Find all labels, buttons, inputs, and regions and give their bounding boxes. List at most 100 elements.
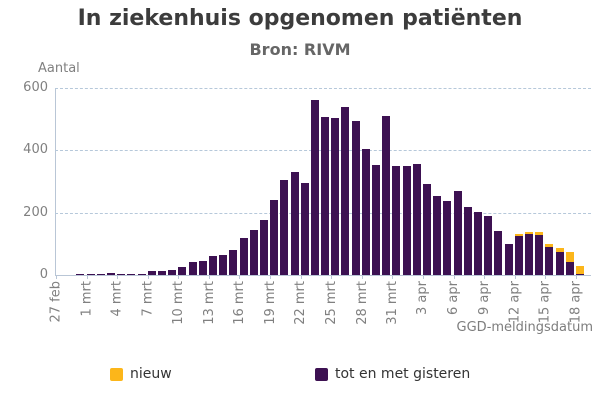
bar-tot-en-met-gisteren[interactable] <box>168 270 177 275</box>
legend-item-tot-en-met-gisteren[interactable]: tot en met gisteren <box>315 366 470 382</box>
bar-nieuw[interactable] <box>555 247 564 253</box>
bar-tot-en-met-gisteren[interactable] <box>535 235 544 275</box>
bar-nieuw[interactable] <box>565 251 574 263</box>
bar-tot-en-met-gisteren[interactable] <box>565 262 574 275</box>
bar-tot-en-met-gisteren[interactable] <box>86 274 95 275</box>
x-tick-label-4-mrt: 4 mrt <box>109 281 125 317</box>
bar-tot-en-met-gisteren[interactable] <box>545 246 554 275</box>
x-tick-label-28-mrt: 28 mrt <box>354 281 370 325</box>
y-axis-label-200: 200 <box>23 204 48 220</box>
x-tick-mark <box>117 275 119 279</box>
bar-tot-en-met-gisteren[interactable] <box>290 171 299 275</box>
bar-nieuw[interactable] <box>514 233 523 237</box>
x-tick-label-6-apr: 6 apr <box>446 281 461 315</box>
bar-nieuw[interactable] <box>575 265 584 275</box>
gridline-600 <box>55 88 591 89</box>
bar-tot-en-met-gisteren[interactable] <box>372 165 381 275</box>
x-axis-line <box>55 275 591 276</box>
bar-tot-en-met-gisteren[interactable] <box>504 243 513 275</box>
x-tick-mark <box>208 275 210 279</box>
x-tick-label-16-mrt: 16 mrt <box>231 281 247 325</box>
bar-tot-en-met-gisteren[interactable] <box>107 273 116 275</box>
x-tick-label-22-mrt: 22 mrt <box>293 281 309 325</box>
x-tick-mark <box>392 275 394 279</box>
x-tick-label-1-mrt: 1 mrt <box>79 281 95 317</box>
bar-tot-en-met-gisteren[interactable] <box>453 191 462 275</box>
x-tick-mark <box>56 275 57 279</box>
bar-nieuw[interactable] <box>545 243 554 247</box>
y-axis-label-400: 400 <box>23 142 48 158</box>
y-axis-label-600: 600 <box>23 80 48 95</box>
x-tick-mark <box>514 275 516 279</box>
bar-tot-en-met-gisteren[interactable] <box>137 273 146 275</box>
bar-tot-en-met-gisteren[interactable] <box>188 261 197 275</box>
bar-tot-en-met-gisteren[interactable] <box>412 163 421 275</box>
bar-tot-en-met-gisteren[interactable] <box>229 249 238 275</box>
x-tick-label-13-mrt: 13 mrt <box>201 281 217 325</box>
bar-tot-en-met-gisteren[interactable] <box>249 229 258 275</box>
x-tick-mark <box>239 275 241 279</box>
bar-tot-en-met-gisteren[interactable] <box>219 254 228 275</box>
chart-title: In ziekenhuis opgenomen patiënten <box>77 6 523 31</box>
bar-tot-en-met-gisteren[interactable] <box>494 230 503 275</box>
bar-tot-en-met-gisteren[interactable] <box>331 117 340 275</box>
bar-tot-en-met-gisteren[interactable] <box>361 148 370 275</box>
bar-tot-en-met-gisteren[interactable] <box>310 100 319 275</box>
bar-tot-en-met-gisteren[interactable] <box>198 261 207 275</box>
bar-tot-en-met-gisteren[interactable] <box>76 274 85 275</box>
bar-tot-en-met-gisteren[interactable] <box>300 182 309 275</box>
y-axis-title: Aantal <box>38 61 80 76</box>
bar-tot-en-met-gisteren[interactable] <box>178 266 187 275</box>
bar-tot-en-met-gisteren[interactable] <box>484 216 493 275</box>
bar-tot-en-met-gisteren[interactable] <box>147 270 156 275</box>
bar-tot-en-met-gisteren[interactable] <box>280 179 289 275</box>
x-tick-label-18-apr: 18 apr <box>568 281 584 324</box>
x-tick-label-25-mrt: 25 mrt <box>323 281 339 325</box>
bar-tot-en-met-gisteren[interactable] <box>433 196 442 275</box>
bar-tot-en-met-gisteren[interactable] <box>514 236 523 275</box>
bar-tot-en-met-gisteren[interactable] <box>463 207 472 275</box>
x-tick-mark <box>331 275 333 279</box>
plot-area <box>55 88 591 276</box>
bar-tot-en-met-gisteren[interactable] <box>270 199 279 275</box>
x-tick-mark <box>575 275 577 279</box>
bar-tot-en-met-gisteren[interactable] <box>423 183 432 275</box>
bar-tot-en-met-gisteren[interactable] <box>402 165 411 275</box>
x-tick-mark <box>270 275 272 279</box>
x-tick-label-31-mrt: 31 mrt <box>384 281 400 325</box>
x-tick-label-9-apr: 9 apr <box>476 281 492 315</box>
x-tick-label-19-mrt: 19 mrt <box>262 281 278 325</box>
bar-tot-en-met-gisteren[interactable] <box>443 200 452 275</box>
bar-tot-en-met-gisteren[interactable] <box>382 116 391 275</box>
bar-tot-en-met-gisteren[interactable] <box>239 237 248 275</box>
bar-tot-en-met-gisteren[interactable] <box>392 165 401 275</box>
bar-tot-en-met-gisteren[interactable] <box>473 212 482 275</box>
x-axis-title: GGD-meldingsdatum <box>456 320 593 335</box>
bar-tot-en-met-gisteren[interactable] <box>259 219 268 275</box>
bar-tot-en-met-gisteren[interactable] <box>321 116 330 275</box>
x-tick-mark <box>300 275 302 279</box>
bar-nieuw[interactable] <box>524 231 533 235</box>
x-tick-label-10-mrt: 10 mrt <box>170 281 186 325</box>
bar-tot-en-met-gisteren[interactable] <box>341 106 350 275</box>
bar-nieuw[interactable] <box>535 231 544 236</box>
bar-tot-en-met-gisteren[interactable] <box>96 274 105 275</box>
x-tick-label-7-mrt: 7 mrt <box>140 281 156 317</box>
bar-tot-en-met-gisteren[interactable] <box>555 252 564 275</box>
bar-tot-en-met-gisteren[interactable] <box>208 255 217 275</box>
bar-tot-en-met-gisteren[interactable] <box>117 274 126 275</box>
x-tick-mark <box>484 275 486 279</box>
legend-item-nieuw[interactable]: nieuw <box>110 366 172 382</box>
y-axis-label-0: 0 <box>39 267 48 282</box>
bar-tot-en-met-gisteren[interactable] <box>351 121 360 275</box>
x-tick-label-27-feb: 27 feb <box>48 281 64 323</box>
x-tick-mark <box>422 275 424 279</box>
bar-tot-en-met-gisteren[interactable] <box>575 274 584 275</box>
bar-tot-en-met-gisteren[interactable] <box>158 270 167 275</box>
x-tick-mark <box>147 275 149 279</box>
x-tick-mark <box>453 275 455 279</box>
bar-tot-en-met-gisteren[interactable] <box>524 234 533 275</box>
bar-tot-en-met-gisteren[interactable] <box>127 274 136 275</box>
x-tick-mark <box>361 275 363 279</box>
